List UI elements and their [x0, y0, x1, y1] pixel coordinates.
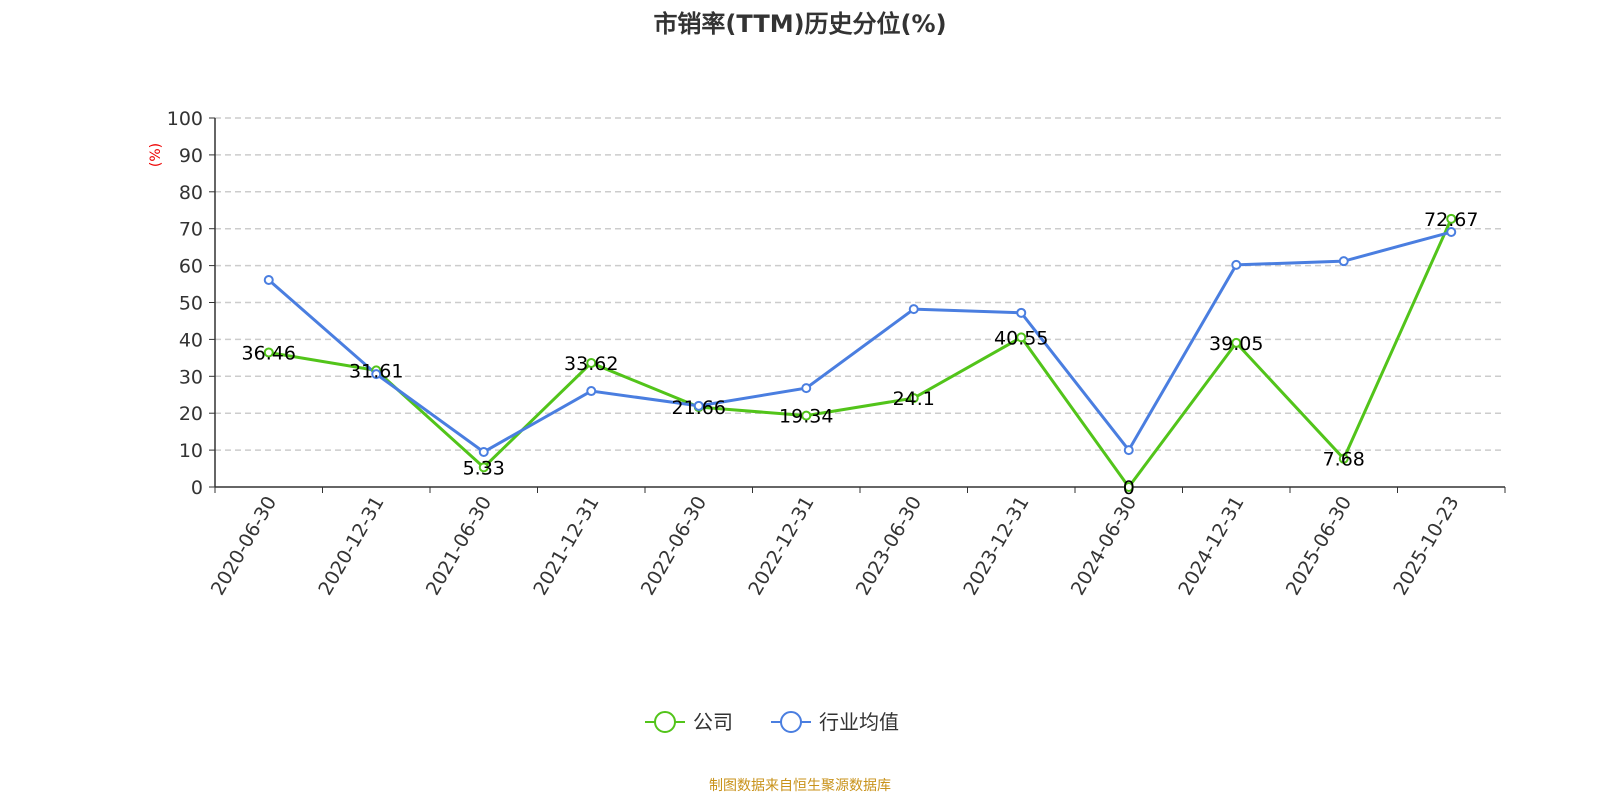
data-label: 0 — [1123, 477, 1135, 499]
data-point[interactable] — [1016, 307, 1027, 318]
x-tick-label: 2021-12-31 — [529, 493, 603, 600]
x-tick-label: 2023-06-30 — [852, 493, 926, 600]
y-tick-label: 10 — [179, 440, 203, 462]
x-tick-label: 2024-06-30 — [1067, 493, 1141, 600]
data-point[interactable] — [478, 446, 489, 457]
y-tick-label: 80 — [179, 182, 203, 204]
y-tick-label: 20 — [179, 403, 203, 425]
y-tick-label: 70 — [179, 219, 203, 241]
data-point[interactable] — [1446, 213, 1457, 224]
x-tick-label: 2020-12-31 — [314, 493, 388, 600]
data-label: 39.05 — [1209, 333, 1263, 355]
data-point[interactable] — [801, 410, 812, 421]
data-point[interactable] — [908, 304, 919, 315]
data-point[interactable] — [1231, 337, 1242, 348]
y-tick-label: 60 — [179, 256, 203, 278]
legend-label: 公司 — [693, 710, 733, 734]
data-point[interactable] — [693, 400, 704, 411]
data-point[interactable] — [1016, 332, 1027, 343]
data-point[interactable] — [263, 347, 274, 358]
data-label: 72.67 — [1424, 209, 1478, 231]
x-tick-label: 2022-12-31 — [744, 493, 818, 600]
x-tick-label: 2024-12-31 — [1174, 493, 1248, 600]
data-label: 7.68 — [1323, 449, 1365, 471]
data-label: 24.1 — [893, 388, 935, 410]
data-point[interactable] — [908, 393, 919, 404]
source-note: 制图数据来自恒生聚源数据库 — [709, 778, 891, 794]
series-line-1 — [267, 230, 1452, 454]
legend-item-0[interactable]: 公司 — [645, 710, 733, 734]
data-point[interactable] — [1123, 482, 1134, 492]
y-tick-label: 100 — [167, 108, 203, 130]
data-point[interactable] — [586, 357, 597, 368]
y-tick-label: 50 — [179, 293, 203, 315]
data-point[interactable] — [1123, 445, 1134, 456]
data-label: 19.34 — [779, 406, 833, 428]
y-tick-label: 40 — [179, 329, 203, 351]
data-label: 5.33 — [463, 457, 505, 479]
y-tick-label: 0 — [191, 477, 203, 499]
data-point[interactable] — [478, 462, 489, 473]
axes: 0 10 20 30 40 50 60 70 80 90 100 2020-06-30 2020-12-… — [167, 108, 1506, 600]
data-point[interactable] — [1231, 259, 1242, 270]
data-point[interactable] — [1446, 227, 1457, 238]
x-tick-label: 2025-10-23 — [1389, 493, 1463, 600]
data-label: 36.46 — [242, 342, 296, 364]
x-tick-label: 2025-06-30 — [1282, 493, 1356, 600]
data-point[interactable] — [1338, 453, 1349, 464]
data-point[interactable] — [1338, 256, 1349, 267]
data-point[interactable] — [263, 274, 274, 285]
data-point[interactable] — [371, 369, 382, 380]
data-point[interactable] — [586, 386, 597, 397]
y-tick-label: 90 — [179, 145, 203, 167]
legend-label: 行业均值 — [819, 710, 899, 734]
y-tick-label: 30 — [179, 366, 203, 388]
series-group — [263, 213, 1457, 492]
series-line-0 — [268, 218, 1453, 490]
x-tick-label: 2021-06-30 — [422, 493, 496, 600]
data-label: 40.55 — [994, 327, 1048, 349]
x-tick-label: 2020-06-30 — [207, 493, 281, 600]
x-tick-label: 2023-12-31 — [959, 493, 1033, 600]
y-axis-label: (%) — [148, 143, 164, 167]
legend-marker-icon — [780, 711, 802, 733]
legend-item-1[interactable]: 行业均值 — [771, 710, 899, 734]
chart-title: 市销率(TTM)历史分位(%) — [653, 10, 946, 38]
data-label: 21.66 — [672, 397, 726, 419]
data-labels: 36.46 31.61 5.33 33.62 21.66 19.34 24.1 40.55 0 3… — [242, 209, 1479, 499]
data-point[interactable] — [801, 383, 812, 394]
legend-marker-icon — [654, 711, 676, 733]
data-label: 33.62 — [564, 353, 618, 375]
legend[interactable]: 公司 行业均值 — [645, 710, 899, 734]
x-tick-label: 2022-06-30 — [637, 493, 711, 600]
data-label: 31.61 — [349, 360, 403, 382]
